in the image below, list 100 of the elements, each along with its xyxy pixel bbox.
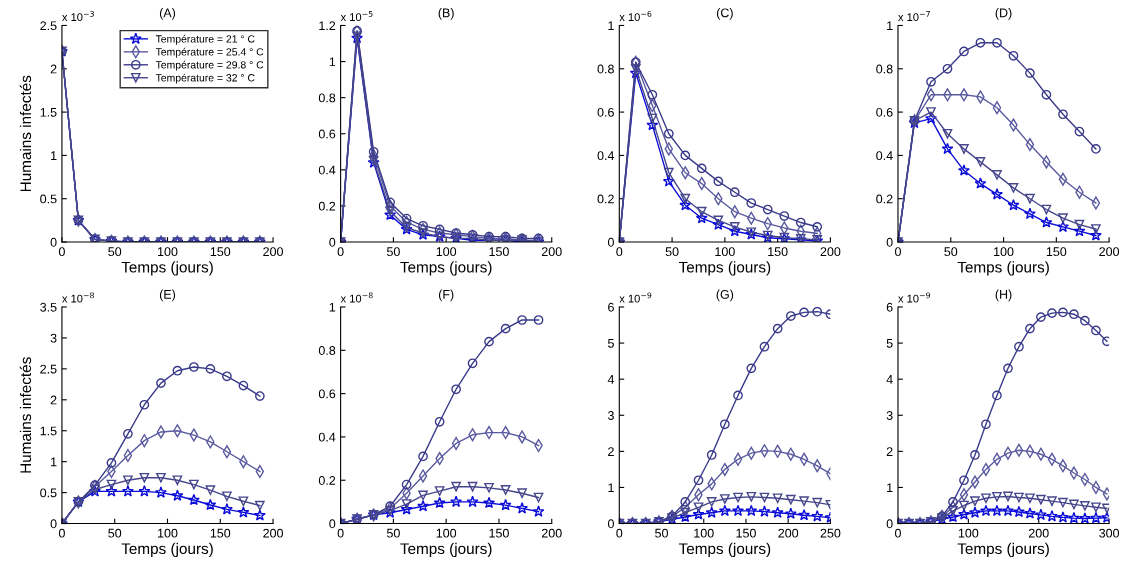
y-tick-label: 5 [607, 339, 614, 348]
chart-title: (G) [716, 289, 734, 302]
y-tick-label: 1 [887, 483, 893, 492]
y-tick-label: 0.8 [597, 64, 614, 74]
text: x 10$^{−5}$ [340, 11, 373, 22]
y-tick-label: 1 [608, 21, 614, 30]
chart-title: (C) [716, 8, 733, 20]
y-tick-label: 0.5 [40, 488, 57, 498]
x-tick-label: 200 [1099, 247, 1120, 257]
y-tick-label: 2 [50, 64, 57, 74]
y-tick-label: 4 [886, 375, 893, 384]
y-tick-label: 0.6 [318, 389, 336, 399]
x-tick-label: 50 [386, 528, 400, 538]
y-tick-label: 2.5 [40, 364, 57, 374]
legend-label: Température = 29.8 ° C [155, 60, 264, 71]
y-tick-label: 0.8 [318, 93, 336, 103]
y-tick-label: 1 [51, 151, 57, 160]
text: x 10$^{−9}$ [619, 292, 652, 303]
y-tick-label: 0 [886, 519, 893, 529]
y-tick-label: 0 [329, 237, 336, 247]
y-tick-label: 6 [886, 302, 893, 312]
x-tick-label: 300 [1099, 528, 1120, 538]
y-tick-label: 0 [50, 237, 57, 247]
chart-title: (E) [159, 289, 176, 302]
x-tick-label: 0 [337, 528, 344, 538]
x-tick-label: 50 [665, 247, 679, 257]
x-axis-title: Temps (jours) [400, 542, 492, 558]
x-tick-label: 0 [616, 247, 623, 257]
x-tick-label: 200 [263, 247, 283, 257]
y-tick-label: 0.4 [318, 432, 336, 442]
y-tick-label: 6 [608, 302, 614, 312]
x-tick-label: 0 [895, 247, 901, 257]
x-tick-label: 100 [694, 528, 714, 538]
chart-title: (A) [159, 8, 176, 20]
y-tick-label: 0.2 [876, 194, 893, 204]
x-tick-label: 200 [1028, 528, 1049, 538]
x-tick-label: 150 [210, 247, 231, 257]
legend-label: Température = 32 ° C [155, 73, 255, 84]
text: x 10$^{−3}$ [62, 10, 94, 22]
y-tick-label: 4 [607, 375, 615, 384]
legend-label: Température = 21 ° C [155, 34, 255, 45]
y-tick-label: 2.5 [40, 21, 57, 31]
x-tick-label: 100 [958, 528, 979, 538]
y-tick-label: 0.8 [318, 346, 336, 355]
y-tick-label: 2 [608, 447, 614, 456]
chart-title: (F) [438, 289, 454, 302]
y-tick-label: 1.2 [319, 21, 336, 30]
y-tick-label: 1 [608, 483, 614, 492]
x-tick-label: 0 [337, 247, 344, 257]
y-tick-label: 3 [886, 411, 893, 420]
x-tick-label: 50 [108, 247, 122, 257]
y-tick-label: 1.5 [40, 426, 57, 436]
x-axis-title: Temps (jours) [957, 542, 1049, 558]
y-tick-label: 1.5 [40, 108, 57, 117]
y-tick-label: 1 [51, 457, 57, 467]
text: x 10$^{−8}$ [62, 292, 94, 303]
x-tick-label: 200 [541, 247, 562, 257]
y-tick-label: 0.6 [876, 107, 893, 117]
chart-title: (D) [995, 8, 1012, 20]
x-tick-label: 150 [736, 528, 756, 538]
y-axis-title: Humains infectés [19, 357, 32, 473]
text: x 10$^{−9}$ [898, 292, 931, 303]
y-tick-label: 0 [886, 237, 893, 247]
y-tick-label: 3.5 [40, 302, 57, 312]
y-tick-label: 3 [607, 411, 614, 420]
chart-title: (B) [438, 8, 454, 20]
x-tick-label: 100 [436, 528, 457, 538]
y-axis-title: Humains infectés [19, 75, 32, 192]
y-tick-label: 0.4 [597, 151, 615, 161]
x-tick-label: 100 [158, 528, 178, 538]
y-tick-label: 0.5 [40, 194, 57, 204]
y-tick-label: 1 [887, 21, 893, 30]
x-tick-label: 200 [541, 528, 562, 538]
y-tick-label: 0.2 [318, 476, 336, 485]
x-tick-label: 0 [58, 247, 65, 257]
x-tick-label: 250 [820, 528, 841, 538]
x-tick-label: 50 [108, 528, 122, 538]
x-tick-label: 0 [58, 528, 65, 538]
y-tick-label: 0.4 [318, 165, 336, 175]
y-tick-label: 2 [50, 395, 57, 405]
x-axis-title: Temps (jours) [678, 261, 771, 276]
y-tick-label: 0 [607, 237, 614, 247]
y-tick-label: 0.2 [597, 194, 614, 204]
x-tick-label: 0 [616, 528, 623, 538]
x-tick-label: 50 [944, 247, 958, 257]
y-tick-label: 3 [50, 333, 57, 343]
x-axis-title: Temps (jours) [121, 261, 213, 276]
x-tick-label: 50 [655, 528, 668, 538]
x-axis-title: Temps (jours) [400, 261, 492, 276]
y-tick-label: 0.6 [597, 107, 614, 117]
y-tick-label: 2 [886, 447, 893, 456]
chart-title: (H) [995, 289, 1012, 302]
x-tick-label: 150 [210, 528, 231, 538]
y-tick-label: 0 [607, 519, 614, 529]
x-tick-label: 0 [895, 528, 901, 538]
x-axis-title: Temps (jours) [957, 261, 1049, 276]
y-tick-label: 0.2 [318, 201, 336, 211]
x-tick-label: 200 [820, 247, 841, 257]
y-tick-label: 0 [50, 519, 57, 529]
y-tick-label: 0.4 [876, 151, 893, 161]
